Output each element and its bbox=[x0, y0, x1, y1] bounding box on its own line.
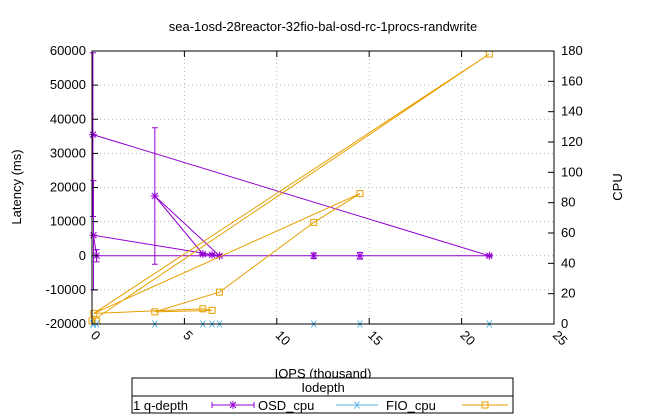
data-point bbox=[309, 251, 318, 260]
y2-tick-label: 120 bbox=[561, 134, 583, 149]
data-point bbox=[90, 309, 98, 317]
y2-tick-label: 40 bbox=[561, 255, 575, 270]
series-line bbox=[92, 134, 490, 257]
data-point bbox=[199, 305, 207, 313]
legend-entry-marker bbox=[353, 401, 361, 409]
y2-tick-label: 140 bbox=[561, 104, 583, 119]
y2-tick-label: 160 bbox=[561, 73, 583, 88]
axis-ticks: 0 5 10 15 20 25-20000-10000010000200003000040… bbox=[46, 43, 583, 348]
x-axis-label: IOPS (thousand) bbox=[275, 366, 372, 381]
data-point bbox=[356, 190, 364, 198]
y2-tick-label: 80 bbox=[561, 195, 575, 210]
legend-title: Iodepth bbox=[301, 380, 344, 395]
x-tick-label: 20 bbox=[457, 328, 478, 349]
y2-tick-label: 180 bbox=[561, 43, 583, 58]
legend-entry-marker bbox=[481, 401, 489, 409]
legend-entry-marker bbox=[229, 401, 237, 409]
x-tick-label: 10 bbox=[273, 328, 294, 349]
data-point bbox=[208, 306, 216, 314]
y-tick-label: 50000 bbox=[50, 77, 86, 92]
data-point bbox=[215, 251, 224, 260]
y-tick-label: 30000 bbox=[50, 145, 86, 160]
chart-title: sea-1osd-28reactor-32fio-bal-osd-rc-1pro… bbox=[169, 19, 478, 34]
y-tick-label: 60000 bbox=[50, 43, 86, 58]
y-tick-label: 40000 bbox=[50, 111, 86, 126]
y-tick-label: -20000 bbox=[46, 316, 86, 331]
series-0 bbox=[88, 52, 494, 291]
y2-tick-label: 60 bbox=[561, 225, 575, 240]
data-point bbox=[150, 192, 159, 201]
y-axis-label: Latency (ms) bbox=[9, 149, 24, 224]
data-point bbox=[485, 251, 494, 260]
y-tick-label: -10000 bbox=[46, 282, 86, 297]
legend-entry-label: OSD_cpu bbox=[258, 398, 314, 413]
y2-tick-label: 20 bbox=[561, 286, 575, 301]
y-tick-label: 0 bbox=[79, 248, 86, 263]
y2-tick-label: 0 bbox=[561, 316, 568, 331]
series-2 bbox=[88, 50, 493, 325]
series-line bbox=[91, 53, 490, 322]
legend: Iodepth 1 q-depth OSD_cpu FIO_cpu bbox=[131, 377, 514, 414]
data-point bbox=[216, 288, 224, 296]
data-point bbox=[198, 250, 207, 259]
legend-entry-label: FIO_cpu bbox=[386, 398, 436, 413]
y-tick-label: 10000 bbox=[50, 214, 86, 229]
y-tick-label: 20000 bbox=[50, 180, 86, 195]
y2-axis-label: CPU bbox=[610, 173, 625, 200]
data-point bbox=[89, 231, 98, 240]
legend-entries: OSD_cpu FIO_cpu bbox=[211, 398, 508, 413]
y2-tick-label: 100 bbox=[561, 164, 583, 179]
data-point bbox=[151, 308, 159, 316]
data-point bbox=[88, 130, 97, 139]
legend-entry-errorbar bbox=[211, 402, 255, 408]
data-point bbox=[355, 251, 364, 260]
x-tick-label: 0 bbox=[88, 328, 104, 344]
x-tick-label: 5 bbox=[180, 328, 196, 344]
series-layer bbox=[88, 50, 494, 328]
data-point bbox=[208, 250, 217, 259]
data-point bbox=[310, 218, 318, 226]
x-tick-label: 15 bbox=[365, 328, 386, 349]
legend-label: 1 q-depth bbox=[133, 398, 188, 413]
